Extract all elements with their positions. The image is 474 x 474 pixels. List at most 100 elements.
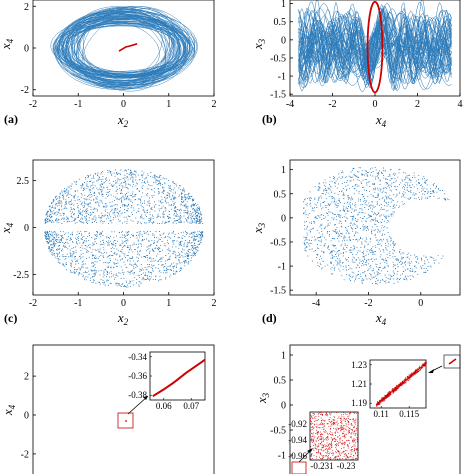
panel-a-ticks: -2 -1 0 1 2 -2 0 2	[21, 2, 217, 110]
x-tick-label: 0	[418, 298, 423, 309]
inset-x-tick-label: 0.06	[156, 401, 172, 411]
panel-b-label: (b)	[262, 112, 277, 126]
inset-y-tick-label: -0.36	[128, 371, 147, 381]
panel-f-frame	[289, 344, 461, 474]
panel-e-arrowhead	[143, 396, 148, 400]
panel-f-ticks: -1.5-1-0.500.51	[270, 351, 293, 462]
y-tick-label: -1	[278, 262, 286, 273]
x-tick-label: -4	[286, 99, 294, 110]
y-tick-label: -2	[21, 85, 29, 96]
x-tick-label: 1	[166, 298, 171, 309]
x-tick-label: 2	[212, 99, 217, 110]
panel-b: -4 -2 0 2 4 -1.5 -1 -0.5 0 0.5 1 x4 x3 (b)	[250, 0, 463, 129]
panel-e-ylabel: x4	[0, 404, 17, 416]
panel-a-ylabel: x4	[0, 38, 15, 50]
x-tick-label: 1	[166, 99, 171, 110]
highlight-series	[366, 0, 384, 94]
panel-b-frame	[289, 0, 461, 97]
y-tick-label: -2	[21, 449, 29, 460]
x-tick-label: 0	[373, 99, 378, 110]
x-tick-label: 4	[458, 99, 463, 110]
x-tick-label: -2	[364, 298, 372, 309]
panel-e-inset-plot	[152, 358, 206, 398]
panel-f-ylabel: x3	[254, 392, 271, 404]
y-tick-label: 0	[24, 411, 29, 422]
panel-d-frame	[289, 159, 461, 296]
inset-series	[310, 411, 359, 461]
y-tick-label: 2.5	[17, 176, 30, 187]
panel-a: -2 -1 0 1 2 -2 0 2 x2 x4 (a)	[0, 0, 217, 129]
panel-e-poincare-point	[125, 420, 127, 422]
x-tick-label: -1	[74, 99, 82, 110]
y-tick-label: 2	[24, 2, 29, 13]
panel-f-upper-arrowhead	[428, 369, 434, 373]
y-tick-label: -1	[278, 72, 286, 83]
panel-f-lower-inset-ticks: -0.231 -0.23 -0.92 -0.94 -0.96	[288, 419, 356, 471]
inset-y-tick-label: 1.19	[351, 398, 367, 408]
panel-e-zoom-box	[117, 412, 134, 429]
y-tick-label: -2.5	[13, 270, 29, 281]
panel-f-lower-zoom-box	[291, 461, 307, 474]
y-tick-label: 1	[281, 0, 286, 10]
panel-d-xlabel: x4	[375, 310, 387, 327]
trajectory-series	[50, 5, 198, 92]
y-tick-label: 0	[24, 44, 29, 55]
x-tick-label: -1	[74, 298, 82, 309]
highlight-series	[118, 43, 138, 52]
panel-a-plot	[50, 5, 198, 92]
inset-series	[152, 358, 206, 398]
panel-d-label: (d)	[262, 311, 277, 325]
x-tick-label: 0	[121, 99, 126, 110]
panel-f-upper-inset-ticks: 0.11 0.115 1.23 1.21 1.19	[351, 360, 419, 419]
panel-d-ticks: -4 -2 0 -1.5 -1 -0.5 0 0.5 1	[270, 165, 423, 309]
y-tick-label: -1	[278, 451, 286, 462]
trajectory-series	[298, 0, 452, 92]
y-tick-label: 0	[281, 213, 286, 224]
panel-b-xlabel: x4	[375, 112, 387, 129]
panel-f-upper-zoom-box	[443, 354, 461, 369]
inset-x-tick-label: -0.23	[337, 461, 356, 471]
y-tick-label: 0.5	[274, 376, 287, 387]
panel-f-upper-cluster	[448, 358, 457, 365]
x-tick-label: -2	[328, 99, 336, 110]
scatter-series	[303, 166, 450, 285]
y-tick-label: -0.5	[270, 426, 286, 437]
y-tick-label: 2	[24, 372, 29, 383]
y-tick-label: 0	[24, 223, 29, 234]
inset-y-tick-label: -0.34	[128, 352, 147, 362]
panel-c: -2 -1 0 1 2 -2.5 0 2.5 x2 x4 (c)	[0, 159, 217, 327]
panel-d-ylabel: x3	[250, 222, 267, 234]
panel-a-label: (a)	[4, 112, 18, 126]
panel-e-inset-ticks: 0.06 0.07 -0.34 -0.36 -0.38	[128, 352, 199, 411]
y-tick-label: 0.5	[274, 189, 287, 200]
panel-c-frame	[32, 159, 215, 296]
y-tick-label: 0.5	[274, 17, 287, 28]
panel-e-ticks: -2 0 2	[21, 372, 36, 460]
x-tick-label: 2	[212, 298, 217, 309]
panel-c-label: (c)	[4, 311, 17, 325]
inset-y-tick-label: -0.38	[128, 390, 147, 400]
panel-f-upper-inset-frame	[369, 359, 427, 409]
inset-y-tick-label: 1.23	[351, 360, 367, 370]
y-tick-label: -0.5	[270, 53, 286, 64]
panel-b-ylabel: x3	[250, 38, 267, 50]
y-tick-label: -1.5	[270, 286, 286, 297]
inset-x-tick-label: -0.231	[310, 461, 333, 471]
inset-series	[375, 360, 427, 407]
panel-c-plot	[44, 169, 204, 288]
scatter-series	[44, 169, 204, 288]
panel-e-zoom-arrow	[127, 395, 149, 415]
inset-x-tick-label: 0.11	[373, 409, 388, 419]
panel-f-upper-inset-plot	[375, 360, 427, 407]
y-tick-label: -1.5	[270, 90, 286, 101]
panel-b-ticks: -4 -2 0 2 4 -1.5 -1 -0.5 0 0.5 1	[270, 0, 462, 110]
panel-e: -2 0 2 x4 0.06 0.07 -0.34 -0.36 -0.38	[0, 344, 215, 474]
x-tick-label: 2	[415, 99, 420, 110]
panel-f-lower-arrowhead	[307, 448, 313, 453]
x-tick-label: -4	[312, 298, 320, 309]
panel-f-lower-inset-frame	[309, 411, 359, 461]
y-tick-label: 1	[281, 165, 286, 176]
inset-x-tick-label: 0.115	[399, 409, 419, 419]
panel-f-lower-inset: -0.231 -0.23 -0.92 -0.94 -0.96	[288, 411, 359, 471]
